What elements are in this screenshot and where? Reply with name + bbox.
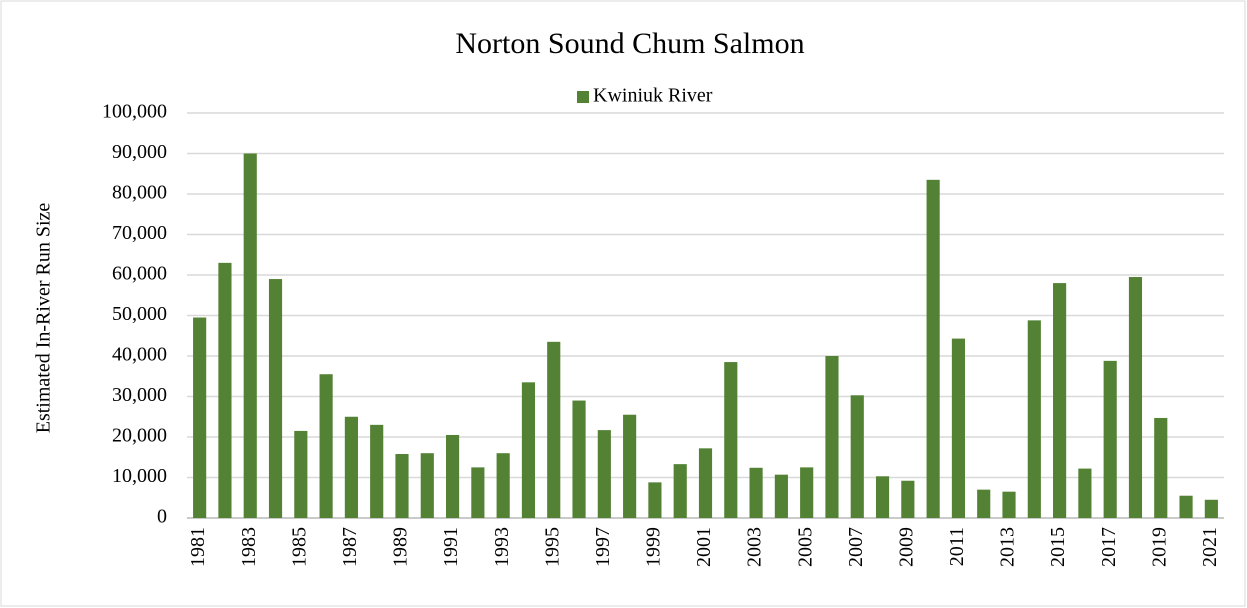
bar xyxy=(572,400,586,518)
bar xyxy=(420,453,434,518)
bar xyxy=(951,338,966,518)
bar xyxy=(445,434,460,518)
bar xyxy=(1179,495,1193,518)
y-tick-label: 10,000 xyxy=(112,465,167,487)
x-tick-label: 1995 xyxy=(541,527,563,567)
x-tick-label: 2019 xyxy=(1148,527,1170,567)
bar xyxy=(496,453,510,518)
bar xyxy=(243,153,257,518)
legend-swatch xyxy=(577,91,589,103)
y-tick-label: 50,000 xyxy=(112,303,167,325)
legend-label: Kwiniuk River xyxy=(593,85,713,107)
bar xyxy=(1053,283,1067,518)
x-tick-label: 2021 xyxy=(1199,527,1221,567)
bar xyxy=(648,482,662,518)
bar xyxy=(1103,360,1117,518)
bar xyxy=(977,489,991,518)
x-tick-label: 2011 xyxy=(946,527,968,566)
bar xyxy=(193,317,207,518)
bar xyxy=(1002,491,1016,518)
bar xyxy=(926,179,940,518)
x-tick-label: 2009 xyxy=(895,527,917,567)
bar xyxy=(1027,320,1041,518)
bar xyxy=(471,467,485,518)
x-tick-label: 2015 xyxy=(1047,527,1069,567)
bar xyxy=(395,454,409,518)
y-tick-label: 70,000 xyxy=(112,222,167,244)
bar xyxy=(268,279,283,518)
bar xyxy=(547,341,561,518)
x-tick-label: 2003 xyxy=(744,527,766,567)
bar xyxy=(1204,499,1218,518)
bar xyxy=(1078,468,1092,518)
x-tick-label: 1991 xyxy=(440,527,462,567)
y-tick-label: 100,000 xyxy=(102,101,167,123)
bar xyxy=(774,474,788,518)
y-tick-label: 30,000 xyxy=(112,384,167,406)
y-axis-label: Estimated In-River Run Size xyxy=(33,203,55,434)
x-tick-label: 1999 xyxy=(643,527,665,567)
bar xyxy=(319,374,333,518)
bar xyxy=(749,467,763,518)
bar xyxy=(294,430,308,518)
bar xyxy=(597,430,611,518)
y-tick-label: 90,000 xyxy=(112,141,167,163)
x-tick-label: 1985 xyxy=(288,527,310,567)
y-tick-label: 0 xyxy=(157,506,167,528)
y-tick-label: 80,000 xyxy=(112,182,167,204)
bar xyxy=(218,262,232,518)
bar xyxy=(344,416,358,518)
bar xyxy=(825,356,839,518)
y-tick-label: 60,000 xyxy=(112,263,167,285)
bar xyxy=(673,464,687,518)
x-tick-label: 1989 xyxy=(390,527,412,567)
bar xyxy=(850,395,864,518)
x-tick-label: 2017 xyxy=(1098,527,1120,567)
bar xyxy=(1128,277,1143,518)
bar xyxy=(800,467,814,518)
x-tick-label: 2013 xyxy=(997,527,1019,567)
x-tick-label: 1997 xyxy=(592,527,614,567)
bar xyxy=(875,476,890,518)
x-tick-label: 1981 xyxy=(187,527,209,567)
bar xyxy=(623,414,637,518)
bar xyxy=(1154,417,1168,518)
bar xyxy=(521,382,536,518)
bar xyxy=(698,448,713,518)
x-tick-label: 1993 xyxy=(491,527,513,567)
x-tick-label: 2007 xyxy=(845,527,867,567)
x-tick-label: 1987 xyxy=(339,527,361,567)
chart-title: Norton Sound Chum Salmon xyxy=(455,27,804,60)
bar xyxy=(370,424,384,518)
bar xyxy=(901,480,915,518)
y-tick-label: 20,000 xyxy=(112,425,167,447)
y-tick-label: 40,000 xyxy=(112,344,167,366)
bar xyxy=(724,362,738,518)
x-tick-label: 2005 xyxy=(794,527,816,567)
x-tick-label: 1983 xyxy=(238,527,260,567)
x-tick-label: 2001 xyxy=(693,527,715,567)
